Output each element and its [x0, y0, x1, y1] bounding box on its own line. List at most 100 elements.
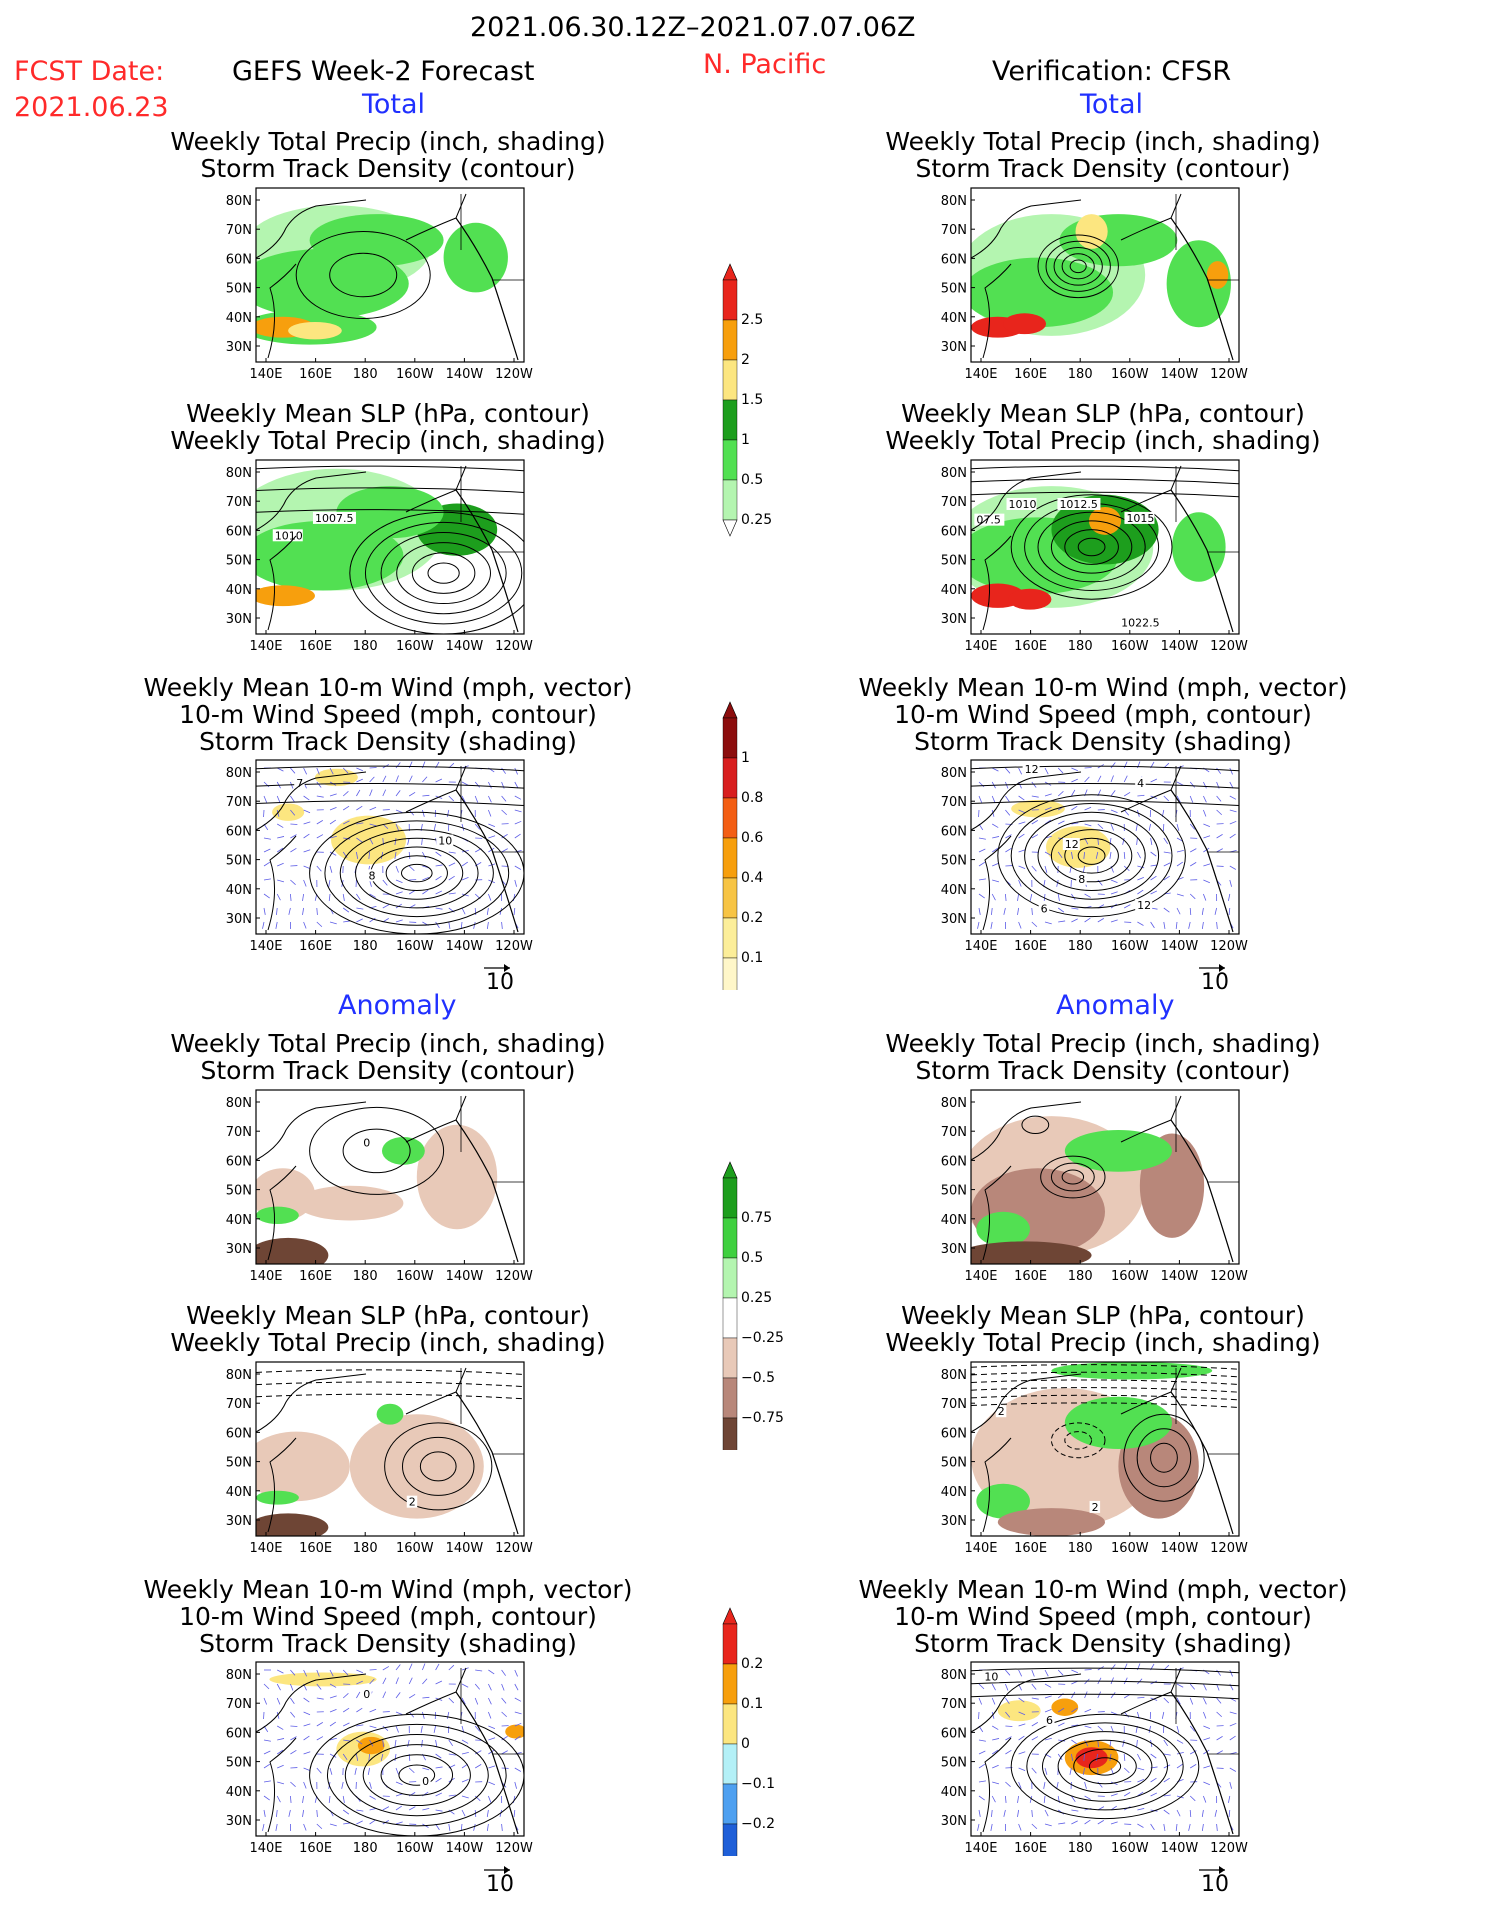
shading-region [376, 1403, 404, 1425]
shading-region [256, 1431, 350, 1502]
wind-vector [1203, 795, 1207, 803]
wind-vector [1163, 1739, 1169, 1747]
wind-vector [394, 837, 397, 845]
contour-line [1050, 829, 1133, 883]
lat-tick-label: 30N [226, 340, 252, 355]
wind-vector [1071, 1724, 1079, 1727]
vector-reference-label: 10 [486, 970, 514, 995]
wind-vector [422, 889, 429, 895]
panel-title-ver-4: Weekly Total Precip (inch, shading) Storm… [885, 1029, 1321, 1085]
contour-line [1010, 802, 1173, 909]
lat-tick-label: 50N [941, 1756, 967, 1771]
wind-vector [1031, 1809, 1033, 1818]
colorbar-segment [722, 1823, 738, 1856]
wind-vector [290, 893, 292, 902]
wind-vector [978, 861, 986, 867]
contour-line [1069, 259, 1087, 274]
wind-vector [1084, 1708, 1092, 1713]
wind-vector [369, 1678, 375, 1685]
wind-vector [408, 791, 416, 797]
wind-vector [1005, 847, 1012, 853]
wind-vector [303, 1781, 307, 1789]
wind-vector [1150, 1753, 1157, 1759]
wind-vector [474, 1795, 481, 1802]
wind-vector [288, 907, 291, 915]
colorbar-precip-total: 2.5 2 1.5 1 0.5 0.25 [722, 263, 772, 537]
lon-tick-label: 140E [249, 1841, 282, 1856]
wind-vector [290, 1736, 297, 1741]
contour-line [1024, 811, 1160, 900]
shading-region [256, 1513, 329, 1536]
wind-vector [1043, 1795, 1046, 1804]
wind-vector [303, 921, 307, 929]
colorbar-tick-label: 0.2 [741, 1656, 763, 1672]
wind-vector [514, 781, 519, 789]
lat-tick-label: 50N [226, 854, 252, 869]
wind-vector [435, 1777, 442, 1783]
lat-tick-label: 60N [941, 252, 967, 267]
coastline-asia [256, 771, 367, 831]
wind-vector [992, 862, 999, 867]
wind-vector [290, 767, 296, 774]
lat-tick-label: 50N [941, 282, 967, 297]
wind-vector [978, 837, 986, 840]
wind-vector [1189, 1697, 1194, 1705]
wind-vector [369, 806, 377, 811]
colorbar-segment [722, 1217, 738, 1259]
wind-vector [1229, 1767, 1237, 1772]
contour-label-bg [294, 777, 305, 790]
coastline-alaska [405, 1667, 467, 1715]
wind-vector [276, 1795, 281, 1803]
colorbar-tick-label: 0.6 [741, 830, 763, 846]
wind-vector [1029, 1795, 1033, 1803]
wind-vector [1203, 1765, 1211, 1769]
lon-tick-label: 160W [1111, 639, 1149, 654]
lat-tick-label: 40N [941, 1485, 967, 1500]
coastline-asia [971, 471, 1082, 531]
wind-vector [1044, 793, 1052, 797]
wind-vector [1189, 862, 1197, 867]
wind-vector [1163, 907, 1170, 913]
wind-vector [1057, 851, 1063, 859]
wind-vector [1018, 1781, 1022, 1789]
wind-vector [486, 907, 489, 915]
wind-vector [395, 762, 401, 769]
contour-label-bg [1076, 872, 1087, 885]
wind-vector [422, 1711, 425, 1719]
wind-vector [1058, 1822, 1066, 1825]
colorbar-segment [722, 1177, 738, 1219]
colorbar-cap-top [722, 701, 738, 719]
wind-vector [488, 1683, 492, 1691]
wind-vector [488, 847, 495, 853]
colorbar-tick-label: 1.5 [741, 392, 763, 408]
wind-vector [501, 1711, 507, 1718]
wind-vector [303, 1751, 311, 1755]
coastline-japan [982, 263, 1012, 359]
wind-vector [408, 890, 416, 895]
wind-vector [448, 1697, 455, 1704]
contour-line [971, 1387, 1239, 1393]
wind-vector [1216, 834, 1223, 839]
wind-vector [474, 823, 481, 830]
map-content: 07.5 1010 1012.5 1015 1022.5 [971, 460, 1239, 634]
colorbar-segment [722, 439, 738, 481]
wind-vector [276, 847, 284, 853]
wind-vector [1216, 1697, 1222, 1704]
wind-vector [486, 921, 489, 929]
contour-line [398, 1764, 436, 1786]
wind-vector [435, 1753, 442, 1759]
wind-vector [356, 1724, 364, 1727]
wind-vector [276, 1683, 281, 1691]
wind-vector [1005, 1683, 1009, 1691]
lon-tick-label: 120W [495, 639, 533, 654]
wind-vector [1201, 921, 1204, 929]
contour-label-bg [995, 1405, 1007, 1418]
wind-vector [1110, 1692, 1116, 1699]
lon-tick-label: 120W [495, 1841, 533, 1856]
wind-vector [356, 789, 361, 797]
contour-line [1021, 1115, 1050, 1134]
wind-vector [1203, 1683, 1207, 1691]
right-column-title: Verification: CFSR [992, 56, 1232, 87]
wind-vector [263, 795, 268, 803]
wind-vector [316, 907, 318, 916]
